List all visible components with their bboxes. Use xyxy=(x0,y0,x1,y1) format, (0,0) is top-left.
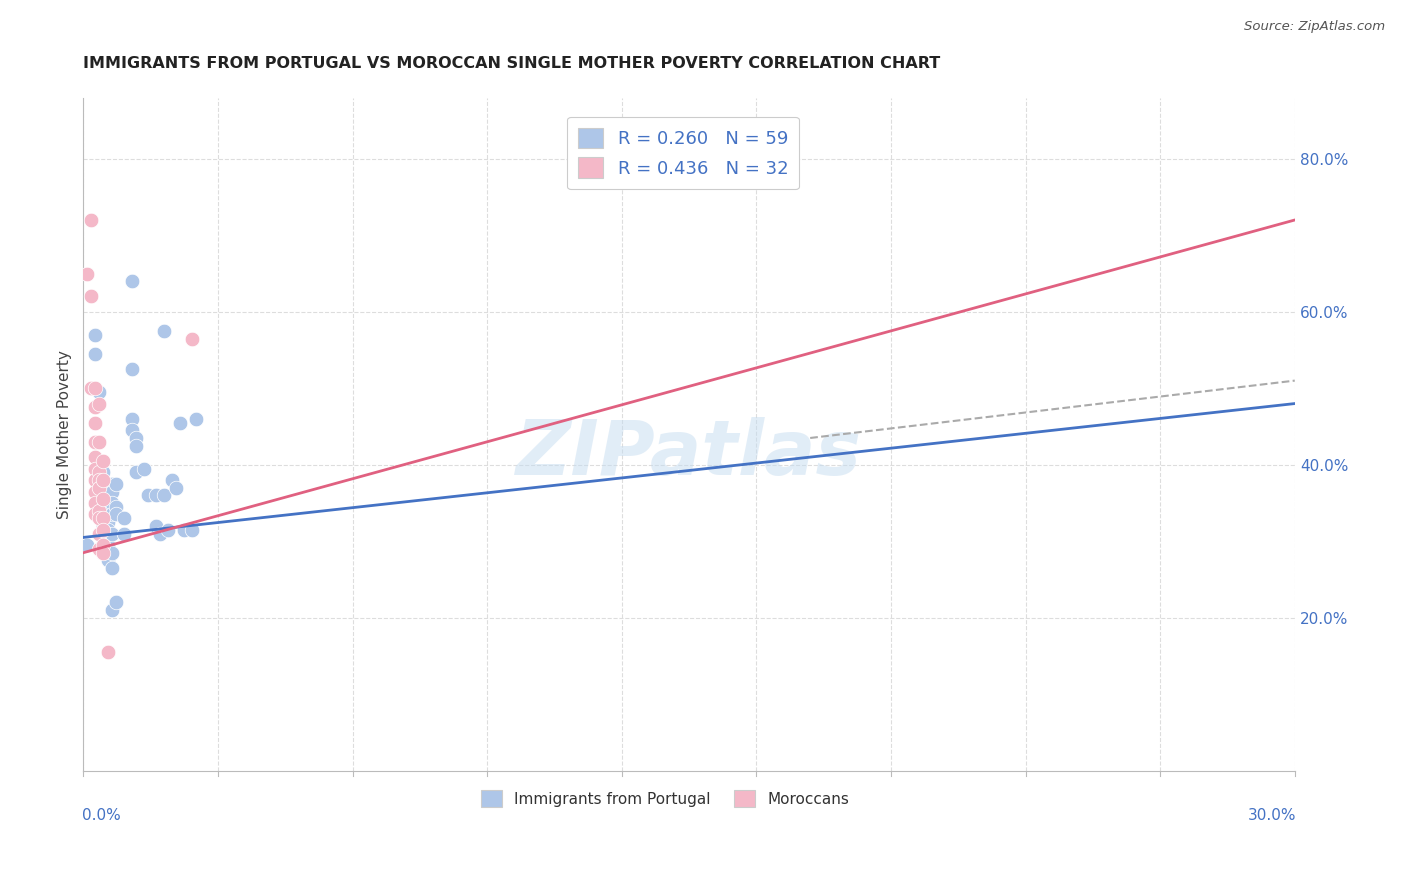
Point xyxy=(80,381,103,395)
Point xyxy=(93,546,115,560)
Point xyxy=(160,473,183,487)
Point xyxy=(100,508,122,522)
Point xyxy=(165,481,187,495)
Point xyxy=(96,515,118,529)
Point xyxy=(100,484,122,499)
Text: Source: ZipAtlas.com: Source: ZipAtlas.com xyxy=(1244,20,1385,33)
Point xyxy=(100,546,122,560)
Point xyxy=(157,523,180,537)
Point xyxy=(125,431,148,445)
Point xyxy=(84,416,107,430)
Point xyxy=(84,484,107,499)
Point xyxy=(89,473,111,487)
Point xyxy=(84,381,107,395)
Point xyxy=(93,526,115,541)
Point xyxy=(89,541,111,556)
Point xyxy=(121,362,143,376)
Point xyxy=(145,519,167,533)
Point xyxy=(93,511,115,525)
Point xyxy=(76,267,98,281)
Point xyxy=(104,476,127,491)
Point xyxy=(181,332,204,346)
Point xyxy=(93,515,115,529)
Point xyxy=(93,492,115,507)
Point xyxy=(121,423,143,437)
Point xyxy=(100,496,122,510)
Point xyxy=(173,523,195,537)
Point xyxy=(80,289,103,303)
Point xyxy=(100,476,122,491)
Point xyxy=(84,327,107,342)
Point xyxy=(169,416,191,430)
Point xyxy=(96,553,118,567)
Point xyxy=(96,496,118,510)
Point xyxy=(89,481,111,495)
Point xyxy=(76,538,98,552)
Point xyxy=(121,274,143,288)
Point xyxy=(145,488,167,502)
Point xyxy=(93,519,115,533)
Point xyxy=(136,488,159,502)
Point xyxy=(96,523,118,537)
Point xyxy=(93,546,115,560)
Point xyxy=(89,466,111,480)
Point xyxy=(93,511,115,525)
Text: 30.0%: 30.0% xyxy=(1247,808,1296,822)
Point xyxy=(84,347,107,361)
Point xyxy=(125,466,148,480)
Point xyxy=(84,508,107,522)
Point xyxy=(93,538,115,552)
Point xyxy=(132,461,155,475)
Point xyxy=(100,603,122,617)
Point xyxy=(149,526,172,541)
Legend: Immigrants from Portugal, Moroccans: Immigrants from Portugal, Moroccans xyxy=(474,784,855,814)
Point xyxy=(93,496,115,510)
Point xyxy=(100,526,122,541)
Point xyxy=(84,473,107,487)
Point xyxy=(96,538,118,552)
Point xyxy=(112,511,135,525)
Point xyxy=(93,541,115,556)
Point xyxy=(93,523,115,537)
Point xyxy=(93,466,115,480)
Point xyxy=(93,454,115,468)
Point xyxy=(93,538,115,552)
Point xyxy=(80,213,103,227)
Point xyxy=(84,496,107,510)
Y-axis label: Single Mother Poverty: Single Mother Poverty xyxy=(58,350,72,518)
Point xyxy=(89,503,111,517)
Point xyxy=(96,645,118,659)
Point xyxy=(186,412,208,426)
Point xyxy=(93,523,115,537)
Text: 0.0%: 0.0% xyxy=(82,808,121,822)
Point xyxy=(104,508,127,522)
Text: ZIPatlas: ZIPatlas xyxy=(516,417,862,491)
Point xyxy=(89,484,111,499)
Point xyxy=(125,439,148,453)
Point xyxy=(153,488,176,502)
Point xyxy=(112,526,135,541)
Point xyxy=(84,450,107,464)
Point xyxy=(104,595,127,609)
Point xyxy=(121,412,143,426)
Text: IMMIGRANTS FROM PORTUGAL VS MOROCCAN SINGLE MOTHER POVERTY CORRELATION CHART: IMMIGRANTS FROM PORTUGAL VS MOROCCAN SIN… xyxy=(83,55,941,70)
Point xyxy=(93,473,115,487)
Point xyxy=(89,511,111,525)
Point xyxy=(84,461,107,475)
Point xyxy=(84,401,107,415)
Point xyxy=(96,546,118,560)
Point xyxy=(181,523,204,537)
Point xyxy=(84,434,107,449)
Point xyxy=(100,561,122,575)
Point xyxy=(89,503,111,517)
Point xyxy=(89,434,111,449)
Point xyxy=(89,396,111,410)
Point xyxy=(89,385,111,400)
Point xyxy=(89,526,111,541)
Point xyxy=(104,500,127,514)
Point xyxy=(89,473,111,487)
Point xyxy=(153,324,176,338)
Point xyxy=(96,526,118,541)
